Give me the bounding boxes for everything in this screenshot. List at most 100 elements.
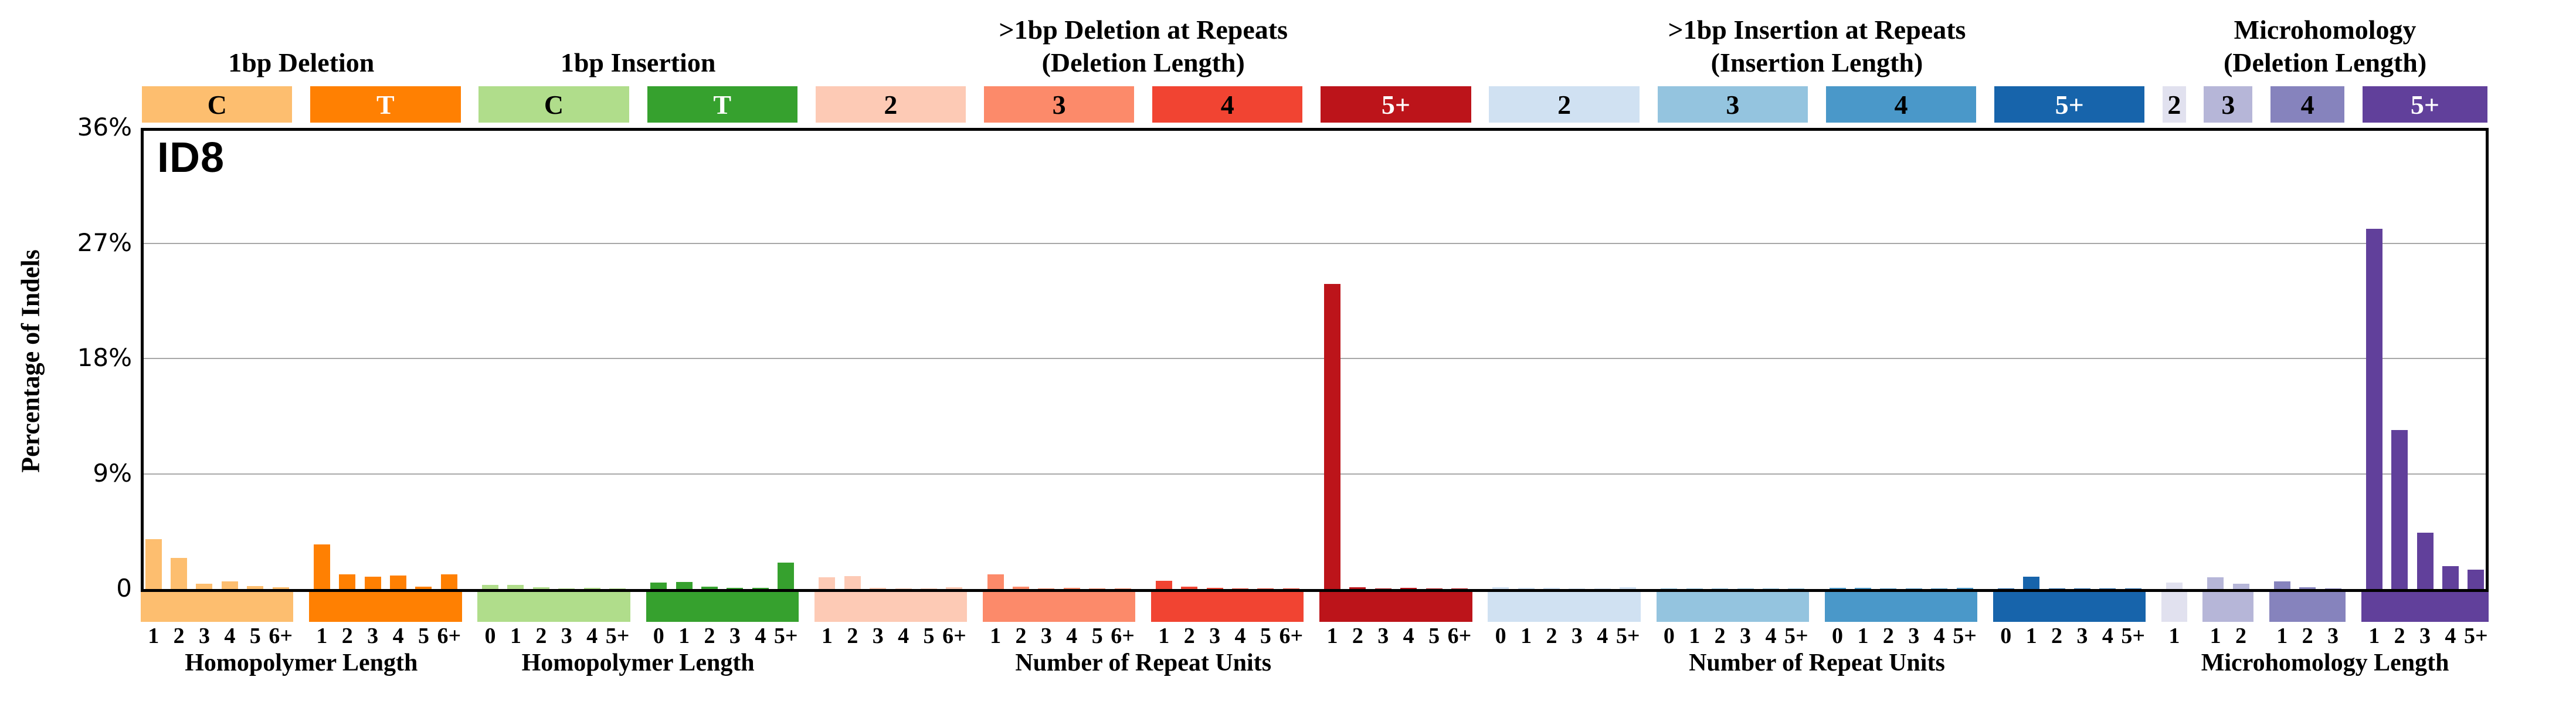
x-tick-label-insertion-repeats-4-1: 1 [1857, 624, 1869, 648]
group-box-label: C [544, 89, 564, 120]
footer-label-3: Number of Repeat Units [1689, 649, 1945, 676]
x-tick-label-deletion-repeats-2-4: 4 [898, 624, 909, 648]
x-tick-label-1bp-insertion-C-2: 2 [535, 624, 547, 648]
bar-insertion-repeats-4-1 [1854, 587, 1871, 589]
x-tick-label-deletion-repeats-5plus-2: 2 [1352, 624, 1363, 648]
group-box-1bp-deletion-C: C [142, 86, 293, 123]
x-tick-label-1bp-insertion-C-5+: 5+ [605, 624, 630, 648]
footer-label-1: Homopolymer Length [521, 649, 755, 676]
bar-1bp-insertion-C-1 [507, 585, 524, 589]
bar-insertion-repeats-5plus-4 [2099, 588, 2116, 589]
bar-deletion-repeats-5plus-4 [1400, 587, 1417, 589]
x-tick-label-insertion-repeats-3-5+: 5+ [1784, 624, 1808, 648]
bar-deletion-repeats-3-1 [987, 574, 1004, 589]
bar-1bp-deletion-T-3 [364, 577, 381, 589]
group-box-label: 5+ [1381, 89, 1411, 120]
footer-label-2: Number of Repeat Units [1015, 649, 1272, 676]
section-title-line: 1bp Deletion [228, 48, 375, 77]
chart-title: ID8 [157, 134, 225, 181]
bar-insertion-repeats-2-1 [1518, 587, 1535, 589]
x-tick-label-microhomology-4-2: 2 [2302, 624, 2313, 648]
bar-insertion-repeats-4-5+ [1956, 588, 1973, 589]
x-tick-label-deletion-repeats-4-2: 2 [1183, 624, 1195, 648]
group-strip-insertion-repeats-4 [1824, 591, 1978, 622]
bar-deletion-repeats-2-3 [870, 587, 887, 589]
bar-insertion-repeats-3-0 [1661, 588, 1678, 589]
x-tick-label-microhomology-5plus-2: 2 [2394, 624, 2405, 648]
x-tick-label-deletion-repeats-5plus-5: 5 [1428, 624, 1440, 648]
x-tick-label-1bp-insertion-T-3: 3 [729, 624, 741, 648]
bar-1bp-deletion-C-6+ [272, 587, 289, 589]
x-tick-label-1bp-deletion-T-6+: 6+ [437, 624, 461, 648]
group-box-label: 2 [884, 89, 898, 120]
bar-insertion-repeats-4-2 [1880, 588, 1897, 589]
group-box-label: 5+ [2410, 89, 2440, 120]
bar-1bp-insertion-C-0 [482, 585, 499, 589]
x-tick-label-microhomology-5plus-3: 3 [2419, 624, 2431, 648]
bar-insertion-repeats-4-0 [1829, 587, 1846, 589]
bar-deletion-repeats-5plus-2 [1349, 587, 1366, 589]
x-tick-label-microhomology-3-1: 1 [2210, 624, 2221, 648]
group-box-1bp-insertion-T: T [647, 86, 797, 123]
group-strip-insertion-repeats-2 [1488, 591, 1641, 622]
x-tick-label-microhomology-4-3: 3 [2327, 624, 2339, 648]
x-tick-label-insertion-repeats-2-0: 0 [1495, 624, 1506, 648]
bar-deletion-repeats-2-1 [819, 577, 836, 589]
section-title-line: (Deletion Length) [1041, 48, 1245, 77]
section-title-line: Microhomology [2234, 15, 2417, 45]
group-box-1bp-insertion-C: C [478, 86, 629, 123]
x-tick-label-deletion-repeats-2-1: 1 [821, 624, 833, 648]
group-box-label: 5+ [2055, 89, 2084, 120]
x-tick-label-deletion-repeats-5plus-6+: 6+ [1447, 624, 1472, 648]
group-box-deletion-repeats-4: 4 [1152, 86, 1303, 123]
x-tick-label-deletion-repeats-5plus-3: 3 [1377, 624, 1389, 648]
bar-deletion-repeats-5plus-3 [1374, 588, 1391, 589]
y-tick-label-9%: 9% [93, 458, 132, 488]
group-box-label: 3 [1726, 89, 1740, 120]
x-tick-label-deletion-repeats-4-5: 5 [1260, 624, 1271, 648]
bar-deletion-repeats-2-5 [921, 588, 938, 589]
bar-insertion-repeats-3-4 [1762, 588, 1779, 589]
bar-microhomology-4-2 [2299, 587, 2316, 589]
x-tick-label-deletion-repeats-3-3: 3 [1040, 624, 1052, 648]
bar-deletion-repeats-3-5 [1089, 588, 1106, 589]
bar-deletion-repeats-3-2 [1013, 586, 1030, 589]
x-tick-label-insertion-repeats-2-2: 2 [1546, 624, 1557, 648]
bar-microhomology-5plus-4 [2442, 566, 2459, 589]
group-strip-deletion-repeats-2 [814, 591, 968, 622]
bar-deletion-repeats-2-4 [895, 588, 912, 589]
bar-1bp-insertion-C-3 [558, 588, 575, 589]
x-tick-label-deletion-repeats-2-5: 5 [923, 624, 935, 648]
bar-1bp-insertion-T-1 [676, 581, 693, 589]
bar-1bp-deletion-T-4 [390, 576, 407, 589]
group-box-microhomology-4: 4 [2270, 86, 2345, 123]
x-tick-label-1bp-deletion-C-3: 3 [198, 624, 210, 648]
group-box-1bp-deletion-T: T [310, 86, 461, 123]
x-tick-label-1bp-deletion-C-1: 1 [148, 624, 159, 648]
x-tick-label-1bp-deletion-C-2: 2 [173, 624, 185, 648]
bar-deletion-repeats-2-2 [844, 576, 861, 589]
section-title-4: Microhomology (Deletion Length) [2161, 8, 2489, 79]
x-tick-label-microhomology-4-1: 1 [2276, 624, 2288, 648]
bar-insertion-repeats-2-2 [1543, 588, 1560, 589]
bar-1bp-deletion-C-1 [145, 539, 162, 589]
footer-label-4: Microhomology Length [2201, 649, 2449, 676]
x-tick-label-insertion-repeats-5plus-3: 3 [2076, 624, 2088, 648]
group-box-label: C [207, 89, 227, 120]
y-tick-label-27%: 27% [77, 228, 132, 257]
bar-deletion-repeats-5plus-1 [1323, 284, 1340, 589]
x-tick-label-1bp-deletion-T-5: 5 [418, 624, 429, 648]
x-tick-label-microhomology-5plus-1: 1 [2368, 624, 2380, 648]
group-box-insertion-repeats-4: 4 [1825, 86, 1977, 123]
y-tick-label-0: 0 [116, 574, 132, 603]
x-tick-label-insertion-repeats-4-2: 2 [1882, 624, 1894, 648]
bar-deletion-repeats-5plus-5 [1426, 588, 1443, 589]
x-tick-label-deletion-repeats-4-3: 3 [1209, 624, 1221, 648]
x-tick-label-deletion-repeats-2-3: 3 [872, 624, 884, 648]
bar-1bp-insertion-C-5+ [609, 588, 626, 589]
bar-deletion-repeats-2-6+ [946, 587, 963, 589]
bar-insertion-repeats-2-3 [1569, 588, 1586, 589]
x-tick-label-insertion-repeats-3-3: 3 [1740, 624, 1752, 648]
group-box-microhomology-2: 2 [2163, 86, 2186, 123]
